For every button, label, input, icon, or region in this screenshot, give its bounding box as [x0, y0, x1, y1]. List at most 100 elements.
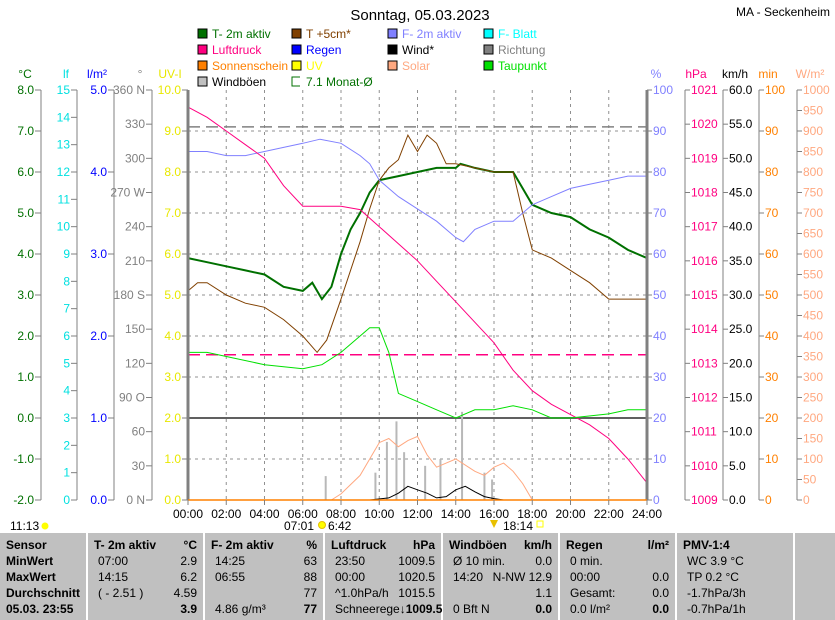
axis-tick-label: 12 [57, 165, 71, 179]
axis-tick-label: 25.0 [729, 322, 753, 336]
legend-swatch [197, 44, 208, 55]
table-cell-row: 4.86 g/m³ 77 [211, 601, 317, 617]
axis-tick-label: 7 [63, 302, 70, 316]
axis-tick-label: 30 [132, 459, 146, 473]
cell-left: -1.7hPa/3h [687, 586, 746, 600]
axis-tick-label: 750 [803, 186, 823, 200]
axis-tick-label: 0.0 [164, 493, 181, 507]
cell-left: 00:00 [335, 570, 366, 584]
axis-tick-label: 20 [653, 411, 667, 425]
cell-left: 0 min. [570, 554, 603, 568]
axis-tick-label: 270 W [110, 186, 145, 200]
table-column-header: T- 2m aktiv °C [94, 537, 197, 553]
axis-tick-label: 4.0 [90, 165, 107, 179]
axis-unit-label: W/m² [796, 67, 825, 81]
legend-label: Wind* [402, 43, 434, 57]
legend-swatch [387, 44, 398, 55]
axis-tick-label: 7.0 [164, 206, 181, 220]
axis-tick-label: 50 [803, 473, 817, 487]
legend-swatch [291, 44, 302, 55]
axis-tick-label: 400 [803, 329, 823, 343]
column-unit: km/h [523, 538, 552, 552]
axis-tick-label: 550 [803, 268, 823, 282]
cell-value: N-NW 12.9 [492, 570, 552, 584]
table-column: Regen l/m² 0 min. 00:00 0.0 Gesamt: 0.0 0.0 l/m… [560, 533, 677, 620]
table-row-label: Durchschnitt [6, 586, 81, 600]
series-luftdruck [187, 106, 648, 484]
cell-left: 0.0 l/m² [570, 602, 611, 616]
cell-value: 77 [303, 586, 317, 600]
axis-tick-label: 9.0 [164, 124, 181, 138]
table-column-header: Luftdruck hPa [331, 537, 435, 553]
axis-tick-label: 6 [63, 329, 70, 343]
series-t-5cm- [187, 133, 647, 354]
x-axis-tick-label: 14:00 [441, 507, 471, 521]
table-cell-row: 1.1 [449, 585, 552, 601]
axis-tick-label: 6.0 [164, 247, 181, 261]
weather-chart: Sonntag, 05.03.2023 MA - Seckenheim T- 2… [10, 5, 830, 533]
moonrise-icon [536, 520, 544, 528]
cell-value: 1.1 [535, 586, 552, 600]
legend: T- 2m aktiv T +5cm* F- 2m aktiv F- Blatt Luf… [197, 27, 547, 89]
table-cell-row: ^1.0hPa/h 1015.5 [331, 585, 435, 601]
x-axis-tick-label: 16:00 [479, 507, 509, 521]
sunset-time: 18:14 [503, 519, 533, 533]
cell-value: 63 [303, 554, 317, 568]
table-cell-row: 0 Bft N 0.0 [449, 601, 552, 617]
axis-tick-label: 1 [63, 466, 70, 480]
legend-label: 7.1 Monat-Ø [306, 75, 373, 89]
column-unit: °C [183, 538, 197, 552]
axis-tick-label: 60 [653, 247, 667, 261]
table-row-label: MinWert [6, 554, 54, 568]
axis-tick-label: 330 [125, 117, 145, 131]
axis-tick-label: 500 [803, 288, 823, 302]
axis-tick-label: 0.0 [729, 493, 746, 507]
legend-swatch [197, 60, 208, 71]
axis-tick-label: 60 [132, 425, 146, 439]
x-axis-tick-label: 06:00 [288, 507, 318, 521]
axis-tick-label: 90 [653, 124, 667, 138]
axis-tick-label: 3 [63, 411, 70, 425]
x-axis-tick-label: 00:00 [173, 507, 203, 521]
legend-swatch [387, 60, 398, 71]
sunrise-icon [318, 521, 326, 529]
axis-tick-label: 900 [803, 124, 823, 138]
axis-tick-label: 180 S [114, 288, 145, 302]
axis-tick-label: 2 [63, 438, 70, 452]
axes: °C 8.0 7.0 6.0 5.0 4.0 3.0 2.0 1.0 0.0 -1.0 -2.0 lf 1… [13, 67, 830, 507]
axis-tick-label: 100 [765, 83, 785, 97]
axis-tick-label: 55.0 [729, 117, 753, 131]
axis-tick-label: 350 [803, 350, 823, 364]
axis-tick-label: 300 [803, 370, 823, 384]
column-unit: % [306, 538, 317, 552]
moon-icon [41, 522, 49, 530]
table-row-label: MaxWert [6, 570, 56, 584]
axis-tick-label: 1011 [691, 425, 717, 439]
axis-tick-label: 1010 [691, 459, 718, 473]
axis-tick-label: 50.0 [729, 151, 753, 165]
axis-tick-label: 80 [765, 165, 779, 179]
table-row-label: Sensor [6, 538, 47, 552]
cell-value: 4.59 [173, 586, 197, 600]
legend-label: UV [306, 59, 323, 73]
column-unit: l/m² [647, 538, 669, 552]
series-solar [331, 435, 533, 501]
table-cell-row: 14:25 63 [211, 553, 317, 569]
cell-left: ^1.0hPa/h [335, 586, 389, 600]
table-cell-row: WC 3.9 °C [683, 553, 787, 569]
table-empty-column [795, 533, 835, 620]
x-axis-tick-label: 22:00 [594, 507, 624, 521]
axis-tick-label: 13 [57, 138, 71, 152]
table-cell-row: 0.0 l/m² 0.0 [566, 601, 669, 617]
axis-tick-label: 60.0 [729, 83, 753, 97]
table-column: Windböen km/h Ø 10 min. 0.0 14:20 N-NW 12.9 1.… [443, 533, 560, 620]
axis-tick-label: 30 [653, 370, 667, 384]
axis-tick-label: 14 [57, 110, 71, 124]
x-axis: 00:00 02:00 04:00 06:00 08:00 10:00 12:00 14:00… [173, 500, 662, 521]
cell-left: 06:55 [215, 570, 246, 584]
table-cell-row: 23:50 1009.5 [331, 553, 435, 569]
legend-swatch [387, 28, 398, 39]
legend-label: Sonnenschein [212, 59, 288, 73]
axis-tick-label: 4 [63, 384, 70, 398]
